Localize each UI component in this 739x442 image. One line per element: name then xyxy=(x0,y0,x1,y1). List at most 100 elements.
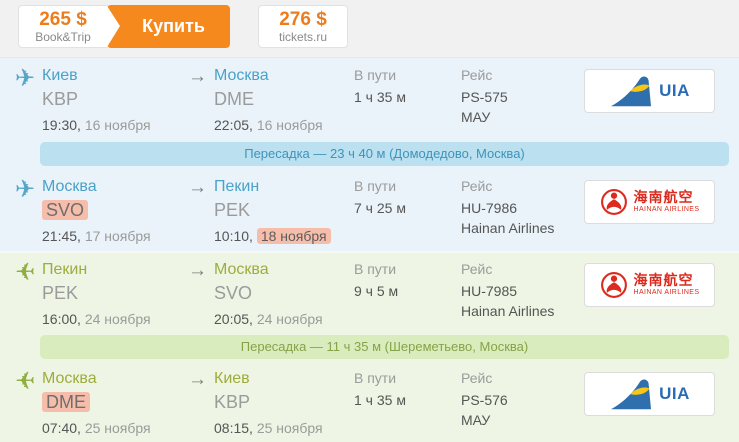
hainan-english-name: HAINAN AIRLINES xyxy=(633,289,700,296)
flight-segment-pek-svo: ✈ Пекин PEK 16:00, 24 ноября → Москва SV… xyxy=(0,253,739,333)
to-city: Киев xyxy=(214,370,250,387)
to-airport-code: SVO xyxy=(214,283,253,303)
from-city: Москва xyxy=(42,178,97,195)
hainan-chinese-name: 海南航空 xyxy=(633,272,694,288)
duration-label: В пути xyxy=(354,370,397,386)
flight-block: Рейс HU-7986 Hainan Airlines xyxy=(461,178,584,240)
route-arrow-icon: → xyxy=(188,369,207,390)
duration-label: В пути xyxy=(354,67,397,83)
return-section: ✈ Пекин PEK 16:00, 24 ноября → Москва SV… xyxy=(0,251,739,442)
departure-plane-icon: ✈ xyxy=(14,176,36,203)
price-header: 265 $ Book&Trip Купить 276 $ tickets.ru xyxy=(0,0,739,57)
arrival-datetime: 20:05, 24 ноября xyxy=(214,311,354,327)
from-airport-code: DME xyxy=(42,392,188,412)
flight-label: Рейс xyxy=(461,67,493,83)
best-offer-vendor: Book&Trip xyxy=(35,30,91,44)
other-offer-price: 276 $ xyxy=(279,9,327,30)
departure-date: 25 ноября xyxy=(84,420,151,436)
flight-label: Рейс xyxy=(461,261,493,277)
from-place: Москва DME 07:40, 25 ноября xyxy=(42,370,188,436)
from-place: Киев KBP 19:30, 16 ноября xyxy=(42,67,188,133)
uia-logo: UIA xyxy=(584,372,715,416)
duration-value: 1 ч 35 м xyxy=(354,89,406,105)
departure-time: 16:00, xyxy=(42,311,81,327)
hainan-logo-text: 海南航空 HAINAN AIRLINES xyxy=(634,273,700,297)
other-offer-vendor: tickets.ru xyxy=(278,30,327,44)
layover-banner-outbound: Пересадка — 23 ч 40 м (Домодедово, Москв… xyxy=(40,142,729,166)
departure-datetime: 19:30, 16 ноября xyxy=(42,117,188,133)
highlighted-airport-code: DME xyxy=(42,392,90,412)
layover-banner-return: Пересадка — 11 ч 35 м (Шереметьево, Моск… xyxy=(40,335,729,359)
departure-datetime: 07:40, 25 ноября xyxy=(42,420,188,436)
return-plane-icon: ✈ xyxy=(14,368,36,395)
highlighted-airport-code: SVO xyxy=(42,200,89,220)
from-place: Москва SVO 21:45, 17 ноября xyxy=(42,178,188,244)
to-place: Киев KBP 08:15, 25 ноября xyxy=(214,370,354,436)
to-airport-code: PEK xyxy=(214,200,251,220)
flight-number: PS-576 xyxy=(461,392,508,408)
flight-block: Рейс PS-575 МАУ xyxy=(461,67,584,129)
from-city: Киев xyxy=(42,67,78,84)
outbound-section: ✈ Киев KBP 19:30, 16 ноября → Москва DME… xyxy=(0,57,739,251)
departure-time: 07:40, xyxy=(42,420,81,436)
arrival-date: 25 ноября xyxy=(256,420,323,436)
hainan-logo-text: 海南航空 HAINAN AIRLINES xyxy=(634,190,700,214)
airline-name: МАУ xyxy=(461,412,491,428)
departure-date: 16 ноября xyxy=(84,117,151,133)
departure-date: 17 ноября xyxy=(84,228,151,244)
duration-block: В пути 1 ч 35 м xyxy=(354,67,461,109)
departure-time: 21:45, xyxy=(42,228,81,244)
flight-block: Рейс PS-576 МАУ xyxy=(461,370,584,432)
hainan-emblem-icon xyxy=(600,272,627,298)
arrival-datetime: 10:10, 18 ноября xyxy=(214,228,354,244)
to-airport-code: DME xyxy=(214,89,254,109)
duration-block: В пути 7 ч 25 м xyxy=(354,178,461,220)
hainan-emblem-icon xyxy=(600,189,627,215)
uia-logo-text: UIA xyxy=(659,81,690,100)
buy-button[interactable]: Купить xyxy=(107,5,230,48)
best-offer-card[interactable]: 265 $ Book&Trip xyxy=(18,5,120,48)
arrival-time: 22:05, xyxy=(214,117,253,133)
airline-name: Hainan Airlines xyxy=(461,220,555,236)
from-place: Пекин PEK 16:00, 24 ноября xyxy=(42,261,188,327)
best-offer-price: 265 $ xyxy=(39,9,87,30)
route-arrow-icon: → xyxy=(188,66,207,87)
uia-logo: UIA xyxy=(584,69,715,113)
flight-number: HU-7985 xyxy=(461,283,518,299)
airline-name: Hainan Airlines xyxy=(461,303,555,319)
flight-segment-kbp-dme: ✈ Киев KBP 19:30, 16 ноября → Москва DME… xyxy=(0,58,739,140)
hainan-chinese-name: 海南航空 xyxy=(633,189,694,205)
to-airport-code: KBP xyxy=(214,392,251,412)
arrival-datetime: 08:15, 25 ноября xyxy=(214,420,354,436)
arrival-time: 10:10, xyxy=(214,228,253,244)
duration-value: 7 ч 25 м xyxy=(354,200,406,216)
highlighted-arrival-date: 18 ноября xyxy=(256,228,331,244)
hainan-logo: 海南航空 HAINAN AIRLINES xyxy=(584,180,715,224)
arrival-date: 16 ноября xyxy=(256,117,323,133)
flight-block: Рейс HU-7985 Hainan Airlines xyxy=(461,261,584,323)
flight-label: Рейс xyxy=(461,178,493,194)
uia-tail-icon xyxy=(611,379,652,410)
flight-number: HU-7986 xyxy=(461,200,518,216)
departure-date: 24 ноября xyxy=(84,311,151,327)
to-city: Москва xyxy=(214,67,269,84)
from-city: Москва xyxy=(42,370,97,387)
to-place: Пекин PEK 10:10, 18 ноября xyxy=(214,178,354,244)
flight-segment-svo-pek: ✈ Москва SVO 21:45, 17 ноября → Пекин PE… xyxy=(0,169,739,251)
departure-datetime: 21:45, 17 ноября xyxy=(42,228,188,244)
to-city: Пекин xyxy=(214,178,260,195)
duration-value: 9 ч 5 м xyxy=(354,283,399,299)
uia-tail-icon xyxy=(611,76,652,107)
route-arrow-icon: → xyxy=(188,177,207,198)
other-offer-card[interactable]: 276 $ tickets.ru xyxy=(258,5,348,48)
arrival-datetime: 22:05, 16 ноября xyxy=(214,117,354,133)
airline-name: МАУ xyxy=(461,109,491,125)
hainan-logo: 海南航空 HAINAN AIRLINES xyxy=(584,263,715,307)
arrival-date: 24 ноября xyxy=(256,311,323,327)
from-airport-code: PEK xyxy=(42,283,79,303)
departure-datetime: 16:00, 24 ноября xyxy=(42,311,188,327)
duration-value: 1 ч 35 м xyxy=(354,392,406,408)
departure-plane-icon: ✈ xyxy=(14,65,36,92)
flight-segment-dme-kbp: ✈ Москва DME 07:40, 25 ноября → Киев KBP… xyxy=(0,362,739,442)
